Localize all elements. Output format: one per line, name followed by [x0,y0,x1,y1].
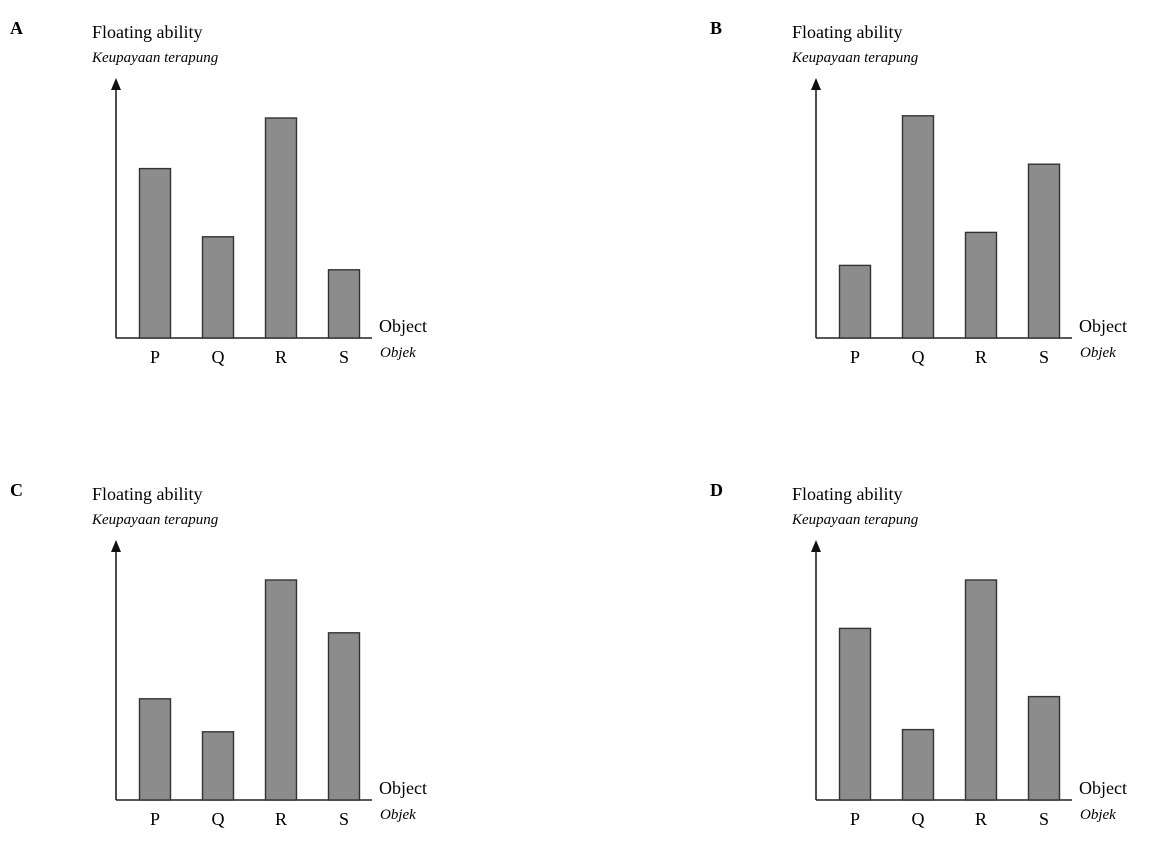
bar-r [266,580,297,800]
y-axis-arrow [111,540,121,552]
y-axis-title: Floating ability [792,22,903,42]
bar-q [903,116,934,338]
bar-s [1029,697,1060,800]
x-tick-label: R [975,809,987,829]
x-tick-label: P [150,809,160,829]
option-label: B [710,18,722,38]
option-label: D [710,480,723,500]
bar-q [203,732,234,800]
y-axis-title: Floating ability [792,484,903,504]
bar-s [329,633,360,800]
x-tick-label: S [339,347,349,367]
chart-panel-a: A Floating ability Keupayaan terapung P Q R S O… [0,0,560,400]
x-axis-title: Object [1079,778,1127,798]
y-axis-subtitle: Keupayaan terapung [791,50,919,66]
x-tick-label: R [975,347,987,367]
x-tick-label: P [150,347,160,367]
x-axis-subtitle: Objek [1080,807,1116,823]
x-tick-label: P [850,347,860,367]
x-tick-label: R [275,809,287,829]
chart-panel-c: C Floating ability Keupayaan terapung P Q R S O… [0,462,560,862]
x-axis-title: Object [379,316,427,336]
chart-panel-b: B Floating ability Keupayaan terapung P Q R S O… [700,0,1155,400]
bar-s [329,270,360,338]
x-tick-label: P [850,809,860,829]
bar-r [966,580,997,800]
bar-p [140,699,171,800]
x-tick-label: Q [212,809,225,829]
chart-panel-d: D Floating ability Keupayaan terapung P Q R S O… [700,462,1155,862]
y-axis-arrow [811,78,821,90]
x-axis-title: Object [379,778,427,798]
x-tick-label: S [1039,809,1049,829]
y-axis-subtitle: Keupayaan terapung [91,512,219,528]
bar-p [140,169,171,338]
bar-p [840,628,871,800]
option-label: A [10,18,23,38]
bar-chart-b: B Floating ability Keupayaan terapung P Q R S O… [700,0,1155,400]
y-axis-arrow [811,540,821,552]
option-label: C [10,480,23,500]
x-tick-label: S [339,809,349,829]
bar-q [203,237,234,338]
x-tick-label: Q [912,809,925,829]
bar-r [266,118,297,338]
x-tick-label: S [1039,347,1049,367]
x-axis-subtitle: Objek [380,807,416,823]
y-axis-subtitle: Keupayaan terapung [91,50,219,66]
bar-q [903,730,934,800]
bar-r [966,232,997,338]
y-axis-title: Floating ability [92,484,203,504]
x-axis-title: Object [1079,316,1127,336]
bar-s [1029,164,1060,338]
bar-chart-d: D Floating ability Keupayaan terapung P Q R S O… [700,462,1155,862]
x-tick-label: R [275,347,287,367]
x-tick-label: Q [912,347,925,367]
y-axis-subtitle: Keupayaan terapung [791,512,919,528]
y-axis-title: Floating ability [92,22,203,42]
x-axis-subtitle: Objek [1080,345,1116,361]
bar-p [840,265,871,338]
bar-chart-c: C Floating ability Keupayaan terapung P Q R S O… [0,462,560,862]
bar-chart-a: A Floating ability Keupayaan terapung P Q R S O… [0,0,560,400]
y-axis-arrow [111,78,121,90]
x-tick-label: Q [212,347,225,367]
x-axis-subtitle: Objek [380,345,416,361]
